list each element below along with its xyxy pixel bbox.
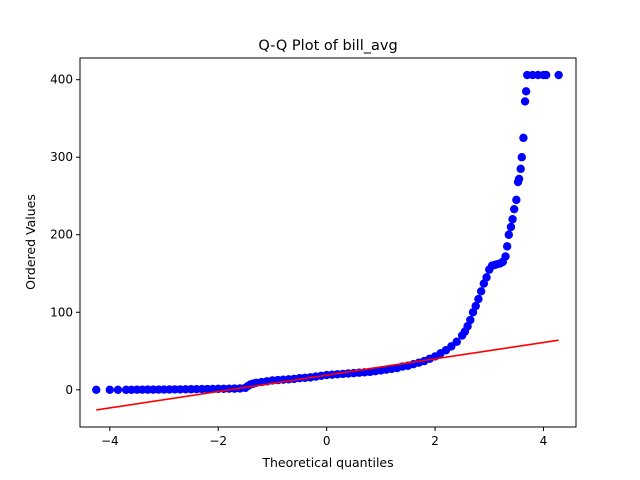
data-point xyxy=(501,252,510,261)
x-axis-label: Theoretical quantiles xyxy=(261,455,393,470)
y-tick-label: 0 xyxy=(65,383,73,397)
y-tick-label: 100 xyxy=(50,305,73,319)
y-tick-label: 300 xyxy=(50,150,73,164)
y-tick-label: 200 xyxy=(50,228,73,242)
data-point xyxy=(452,337,461,346)
data-point xyxy=(92,385,101,394)
data-point xyxy=(474,294,483,304)
data-point xyxy=(516,164,525,174)
data-point xyxy=(471,301,480,311)
y-tick-label: 400 xyxy=(50,73,73,87)
x-tick-label: −4 xyxy=(101,434,119,448)
x-tick-label: 4 xyxy=(540,434,548,448)
x-tick-label: 2 xyxy=(431,434,439,448)
y-axis-label: Ordered Values xyxy=(23,194,38,290)
x-tick-label: 0 xyxy=(323,434,331,448)
data-point xyxy=(512,195,521,205)
data-point xyxy=(514,174,524,184)
data-marks xyxy=(92,70,563,411)
data-point xyxy=(541,70,551,80)
data-point xyxy=(510,204,519,214)
data-point xyxy=(508,215,517,224)
data-point xyxy=(113,385,123,394)
data-point xyxy=(476,287,486,296)
data-point xyxy=(482,273,491,282)
x-axis: −4 −2 0 2 4 xyxy=(101,427,547,448)
axes-frame xyxy=(79,57,577,428)
fit-line xyxy=(96,339,559,411)
x-tick-label: −2 xyxy=(209,434,227,448)
data-point xyxy=(519,133,528,143)
data-point xyxy=(502,242,512,251)
data-point xyxy=(466,315,475,325)
data-point xyxy=(554,70,563,80)
data-point xyxy=(105,385,115,394)
chart-title: Q-Q Plot of bill_avg xyxy=(258,38,397,54)
data-point xyxy=(506,222,516,232)
data-point xyxy=(504,230,513,239)
data-point xyxy=(520,97,530,106)
data-point xyxy=(521,87,531,96)
data-point xyxy=(517,153,526,162)
y-axis: 0 100 200 300 400 xyxy=(50,73,80,397)
